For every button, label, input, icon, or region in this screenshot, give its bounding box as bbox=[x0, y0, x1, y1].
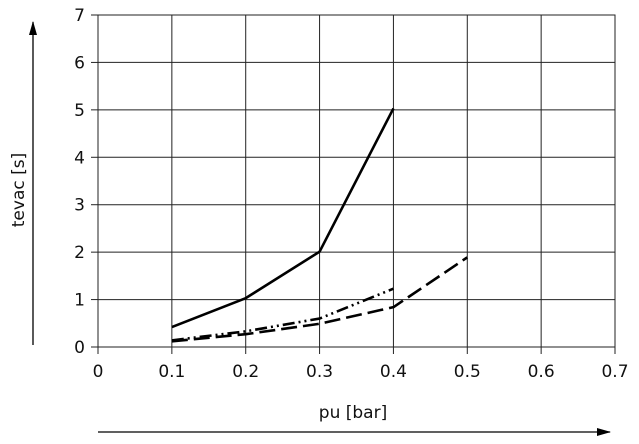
x-tick-labels: 0 0.1 0.2 0.3 0.4 0.5 0.6 0.7 bbox=[93, 362, 629, 382]
x-tick-label: 0.2 bbox=[232, 362, 259, 382]
x-tick-label: 0.5 bbox=[454, 362, 481, 382]
x-tick-label: 0.7 bbox=[601, 362, 628, 382]
plot-frame bbox=[97, 14, 616, 348]
series-line-dashdot bbox=[171, 287, 394, 342]
series-line-dashed bbox=[171, 256, 469, 343]
y-axis-label: tevac [s] bbox=[9, 153, 29, 227]
x-axis-label: pu [bar] bbox=[319, 403, 387, 423]
y-tick-label: 5 bbox=[74, 101, 85, 121]
y-tick-label: 7 bbox=[74, 6, 85, 26]
y-tick-labels: 0 1 2 3 4 5 6 7 bbox=[74, 6, 85, 358]
x-tick-label: 0.6 bbox=[528, 362, 555, 382]
y-tick-label: 1 bbox=[74, 291, 85, 311]
x-tick-label: 0 bbox=[93, 362, 104, 382]
y-tick-label: 0 bbox=[74, 338, 85, 358]
x-tick-label: 0.3 bbox=[306, 362, 333, 382]
series-line-solid bbox=[171, 107, 395, 329]
x-tick-label: 0.4 bbox=[380, 362, 407, 382]
series-layer bbox=[171, 107, 469, 343]
y-tick-label: 4 bbox=[74, 148, 85, 168]
y-tick-label: 2 bbox=[74, 243, 85, 263]
x-tick-label: 0.1 bbox=[158, 362, 185, 382]
y-tick-label: 6 bbox=[74, 53, 85, 73]
y-tick-label: 3 bbox=[74, 196, 85, 216]
